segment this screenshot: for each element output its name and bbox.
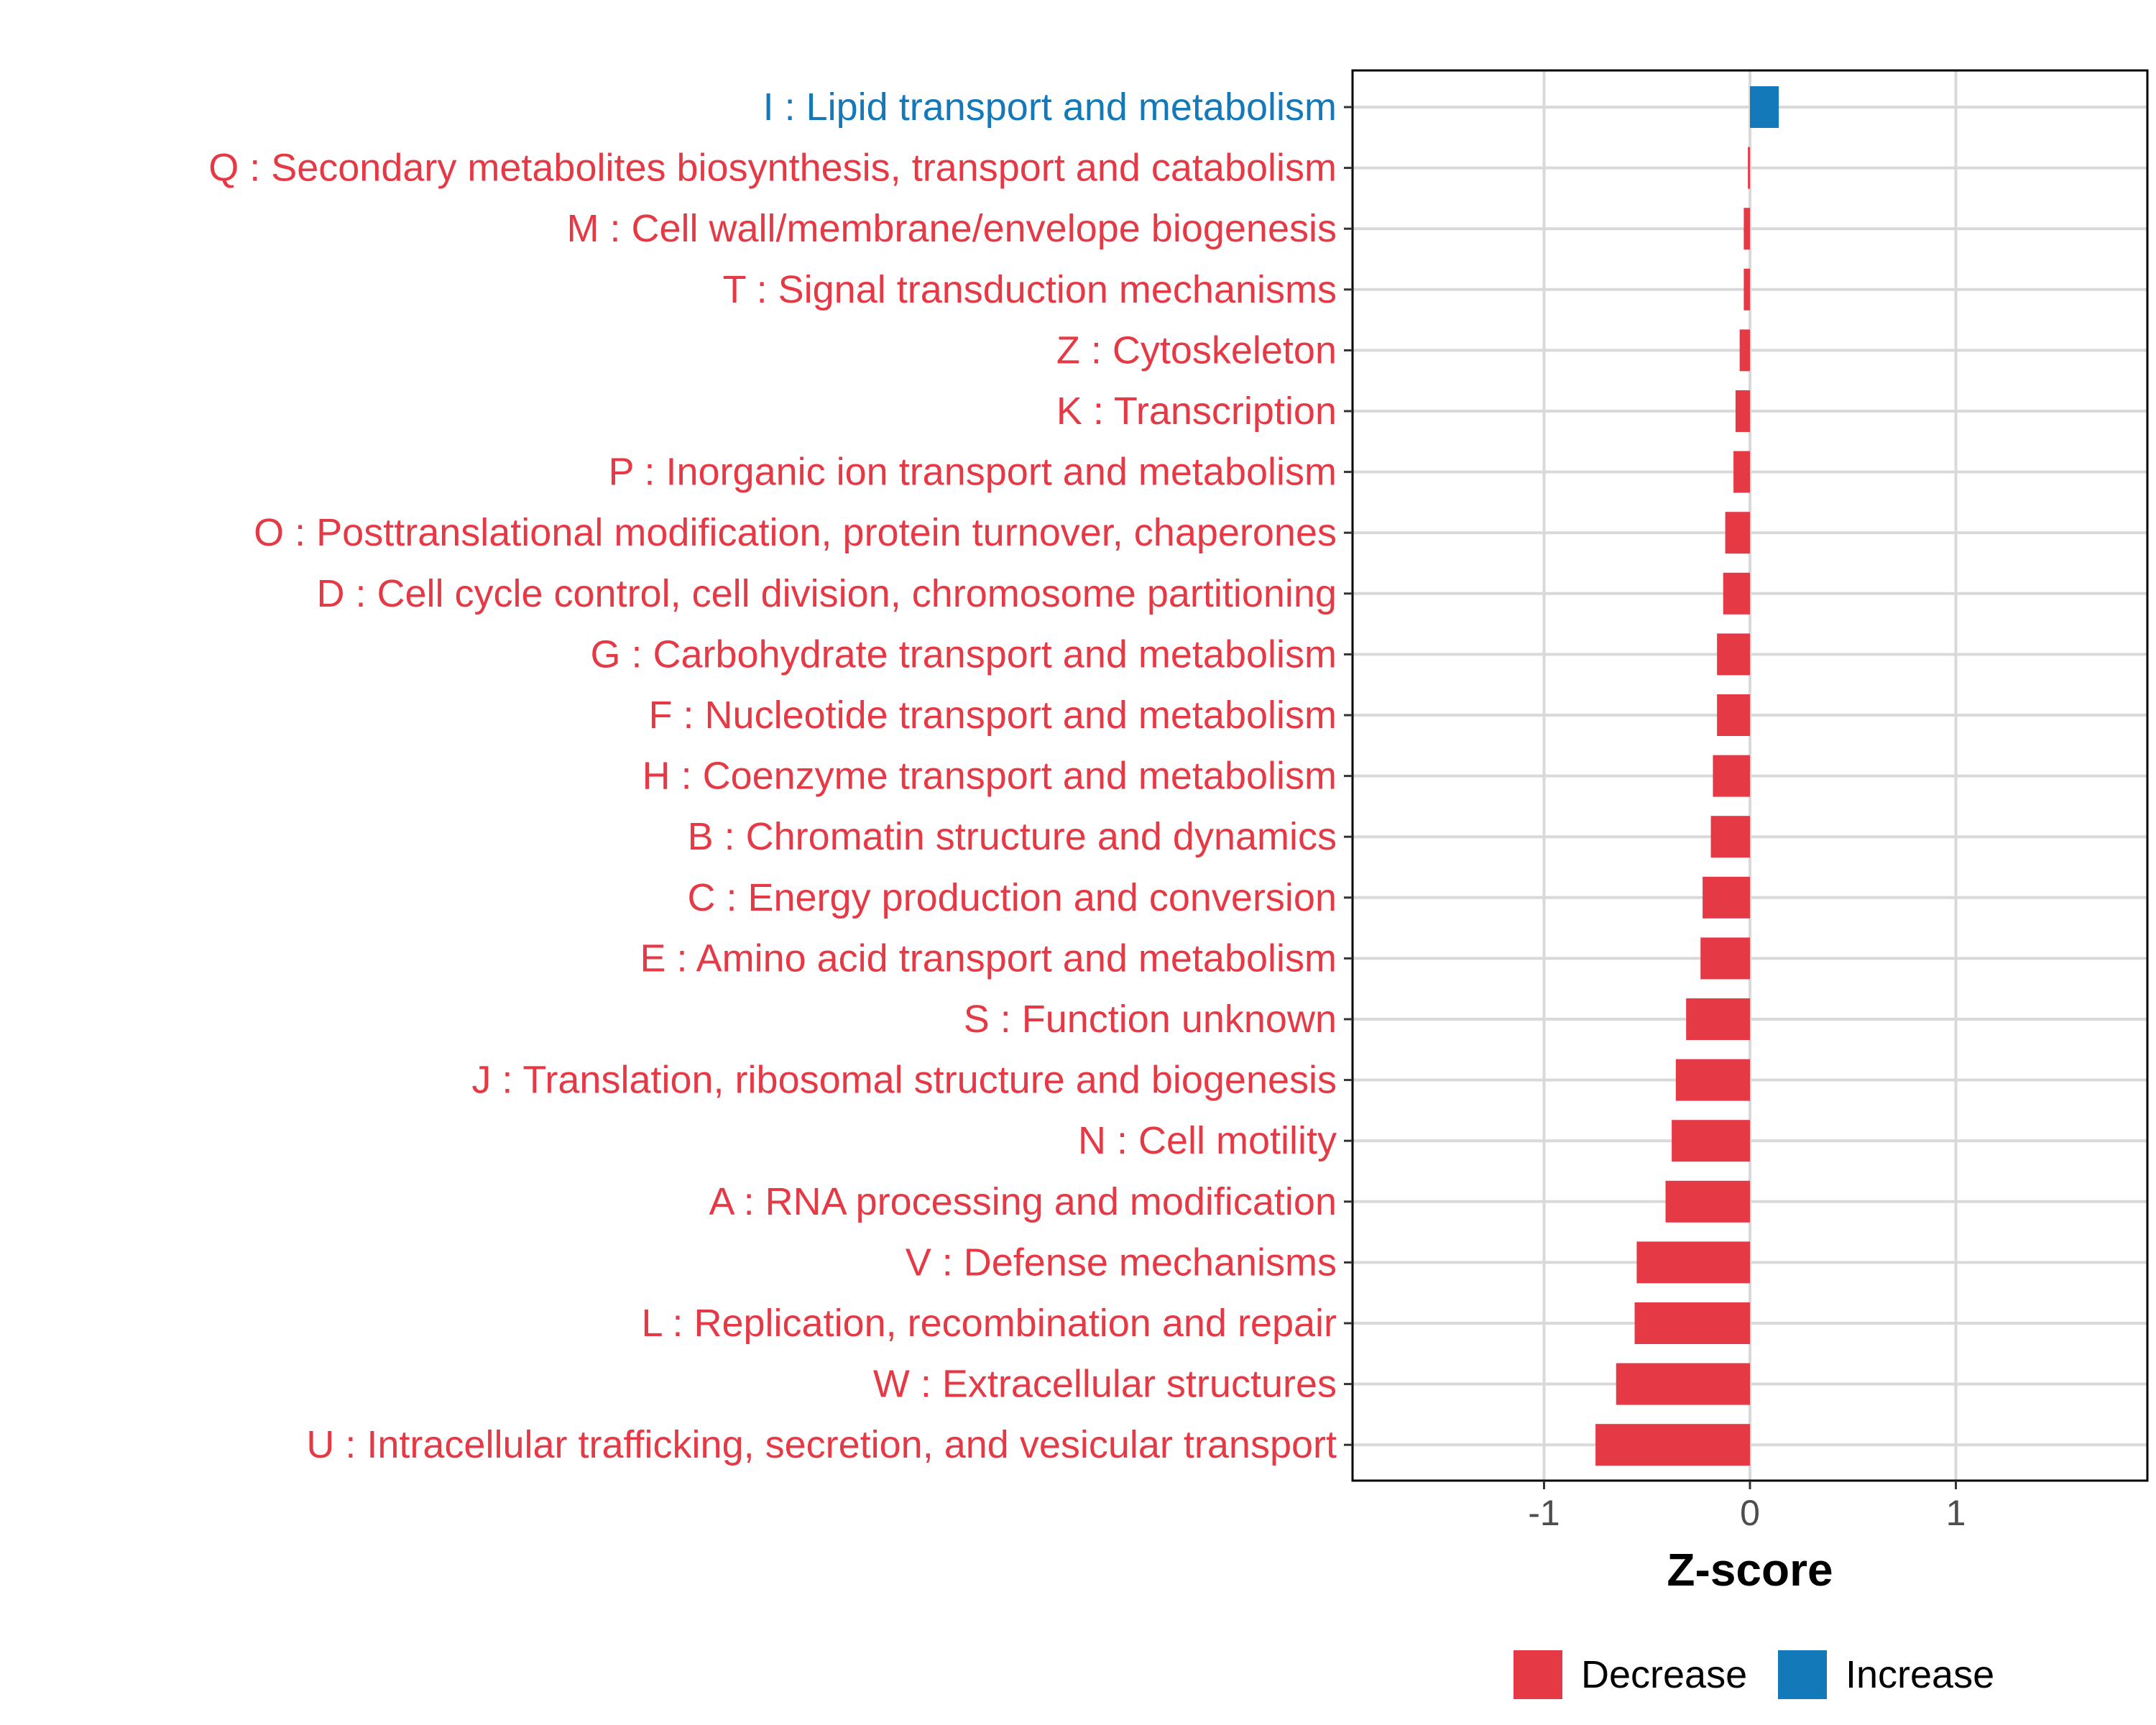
x-tick-label: 0 <box>1740 1493 1760 1533</box>
bar <box>1743 268 1750 310</box>
bar <box>1717 633 1750 676</box>
y-tick-label: O : Posttranslational modification, prot… <box>254 511 1337 554</box>
x-axis-title: Z-score <box>1667 1544 1833 1596</box>
bar <box>1703 876 1750 919</box>
y-tick-label: Q : Secondary metabolites biosynthesis, … <box>208 147 1337 190</box>
x-tick-label: 1 <box>1946 1493 1966 1533</box>
bar <box>1665 1180 1750 1223</box>
bar <box>1733 451 1750 493</box>
legend: Decrease Increase <box>1514 1650 1994 1699</box>
bar <box>1713 755 1750 797</box>
legend-label: Increase <box>1846 1653 1994 1696</box>
bar <box>1634 1302 1750 1344</box>
legend-swatch <box>1514 1650 1562 1699</box>
bar <box>1717 694 1750 736</box>
bar <box>1725 512 1750 554</box>
bar <box>1672 1120 1750 1162</box>
bar <box>1616 1363 1750 1405</box>
y-tick-label: B : Chromatin structure and dynamics <box>688 815 1337 858</box>
y-tick-label: A : RNA processing and modification <box>709 1180 1337 1223</box>
bar <box>1595 1424 1750 1466</box>
bar <box>1750 86 1779 128</box>
y-tick-label: W : Extracellular structures <box>873 1363 1337 1406</box>
y-tick-label: D : Cell cycle control, cell division, c… <box>316 572 1337 615</box>
bar <box>1739 329 1750 372</box>
y-tick-label: M : Cell wall/membrane/envelope biogenes… <box>566 207 1337 250</box>
y-tick-label: I : Lipid transport and metabolism <box>763 86 1337 129</box>
y-tick-label: F : Nucleotide transport and metabolism <box>649 694 1337 737</box>
y-tick-label: T : Signal transduction mechanisms <box>723 268 1337 311</box>
bars <box>1595 86 1779 1466</box>
x-axis: -1 0 1 <box>1528 1481 1966 1533</box>
bar <box>1636 1241 1750 1284</box>
y-tick-label: C : Energy production and conversion <box>687 876 1337 919</box>
y-tick-label: J : Translation, ribosomal structure and… <box>471 1059 1337 1102</box>
y-tick-label: L : Replication, recombination and repai… <box>641 1302 1337 1345</box>
y-tick-label: H : Coenzyme transport and metabolism <box>642 755 1337 798</box>
bar <box>1748 147 1750 189</box>
y-tick-label: K : Transcription <box>1056 390 1337 433</box>
bar <box>1743 208 1750 250</box>
y-tick-label: S : Function unknown <box>964 998 1337 1041</box>
bar <box>1675 1059 1750 1101</box>
legend-label: Decrease <box>1581 1653 1747 1696</box>
x-tick-label: -1 <box>1528 1493 1560 1533</box>
y-tick-label: E : Amino acid transport and metabolism <box>640 937 1337 980</box>
bar <box>1710 816 1750 858</box>
y-tick-label: Z : Cytoskeleton <box>1056 328 1337 372</box>
legend-swatch <box>1778 1650 1827 1699</box>
y-tick-label: V : Defense mechanisms <box>906 1241 1337 1284</box>
y-axis: I : Lipid transport and metabolism Q : Se… <box>208 86 1353 1466</box>
bar <box>1735 390 1750 432</box>
bar <box>1686 998 1750 1040</box>
y-tick-label: U : Intracellular trafficking, secretion… <box>306 1423 1337 1466</box>
y-tick-label: G : Carbohydrate transport and metabolis… <box>591 632 1337 676</box>
y-tick-label: N : Cell motility <box>1078 1119 1337 1162</box>
bar <box>1723 572 1750 615</box>
bar <box>1700 937 1750 980</box>
y-tick-label: P : Inorganic ion transport and metaboli… <box>608 451 1337 494</box>
